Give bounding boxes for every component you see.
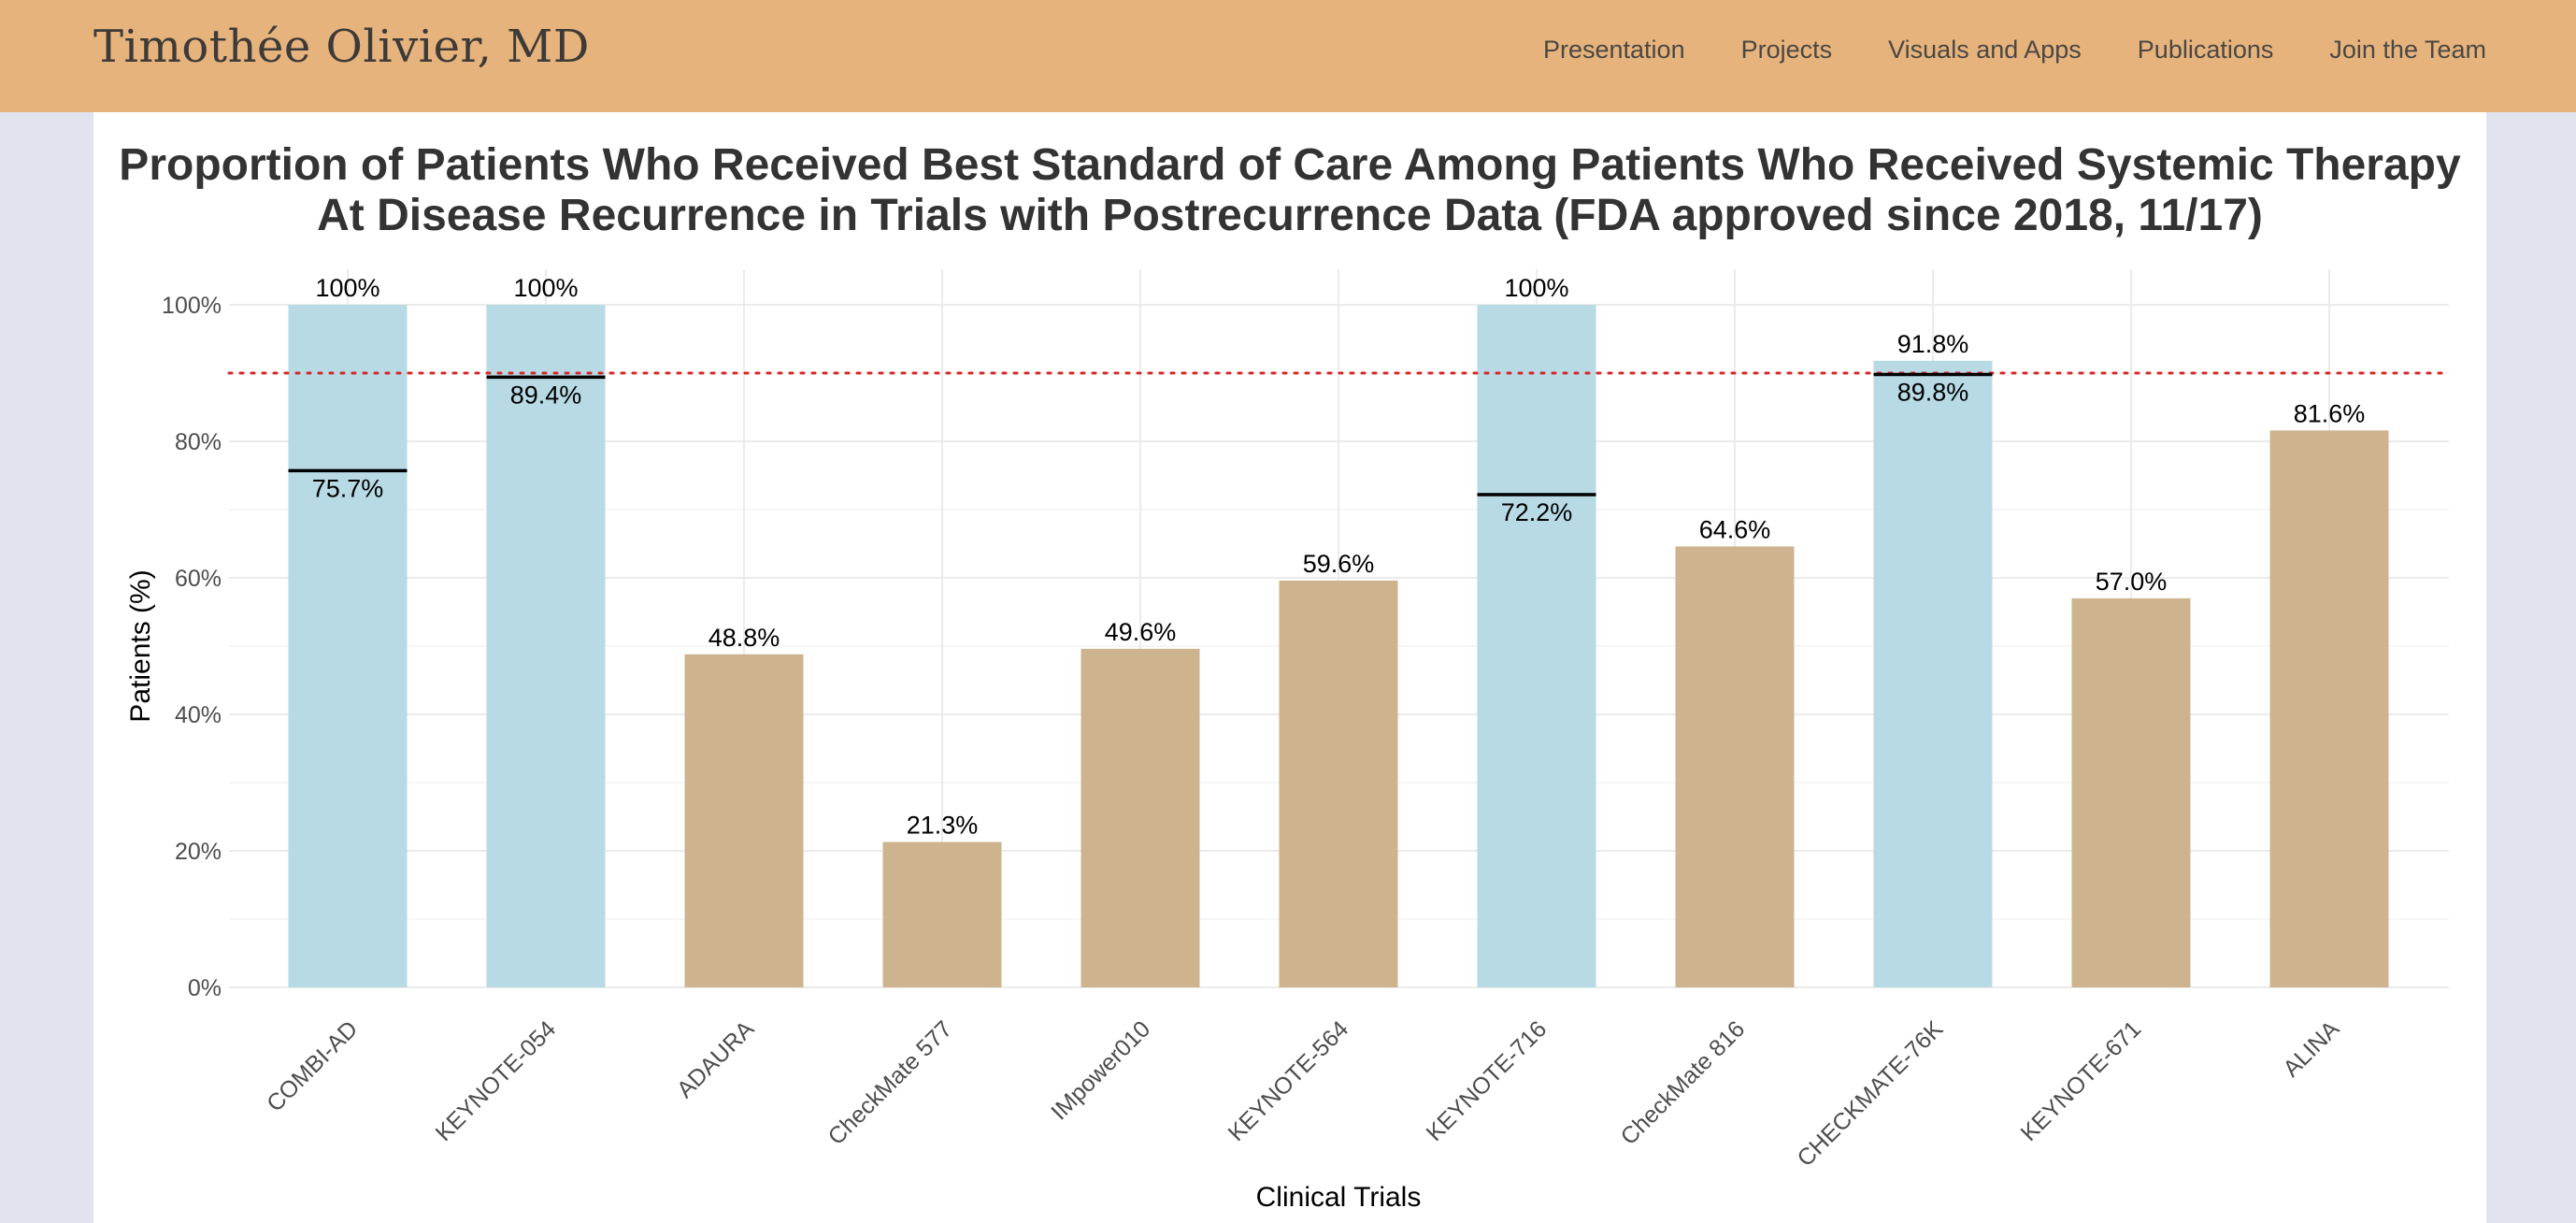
- marker-label: 72.2%: [1501, 498, 1573, 526]
- bar-checkmate-816: [1675, 546, 1795, 987]
- site-brand[interactable]: Timothée Olivier, MD: [93, 21, 590, 73]
- bar-alina: [2269, 430, 2389, 987]
- value-label: 100%: [315, 274, 379, 302]
- chart-title: Proportion of Patients Who Received Best…: [119, 140, 2461, 240]
- y-tick-label: 40%: [175, 702, 222, 728]
- bar-keynote-054: [486, 305, 606, 987]
- main-content: Proportion of Patients Who Received Best…: [93, 112, 2486, 1223]
- y-tick-label: 100%: [162, 293, 222, 319]
- bar-keynote-671: [2071, 597, 2191, 987]
- nav-link-publications[interactable]: Publications: [2137, 36, 2274, 64]
- x-tick-label: KEYNOTE-716: [1422, 1015, 1553, 1146]
- x-tick-label: ALINA: [2278, 1015, 2344, 1082]
- value-label: 91.8%: [1897, 330, 1969, 358]
- value-label: 21.3%: [907, 812, 979, 840]
- value-label: 48.8%: [708, 624, 780, 652]
- x-tick-label: IMpower010: [1046, 1015, 1155, 1125]
- value-label: 49.6%: [1105, 618, 1177, 646]
- value-label: 59.6%: [1303, 550, 1375, 578]
- y-tick-label: 80%: [175, 429, 222, 455]
- x-tick-label: CheckMate 577: [823, 1015, 958, 1150]
- nav-links: Presentation Projects Visuals and Apps P…: [1543, 36, 2486, 65]
- value-label: 81.6%: [2294, 399, 2366, 427]
- bar-keynote-564: [1279, 580, 1398, 987]
- value-label: 64.6%: [1699, 515, 1771, 543]
- x-tick-label: ADAURA: [672, 1015, 760, 1103]
- nav-link-presentation[interactable]: Presentation: [1542, 36, 1685, 64]
- nav-link-visuals-and-apps[interactable]: Visuals and Apps: [1888, 36, 2082, 64]
- x-tick-label: KEYNOTE-564: [1224, 1015, 1354, 1146]
- bar-keynote-716: [1477, 305, 1596, 987]
- bar-adaura: [684, 654, 804, 987]
- bar-checkmate-577: [882, 842, 1002, 987]
- bar-checkmate-76k: [1873, 360, 1993, 987]
- x-axis-title: Clinical Trials: [1256, 1182, 1422, 1213]
- marker-label: 89.8%: [1897, 378, 1969, 406]
- bar-combi-ad: [288, 305, 408, 987]
- x-tick-label: KEYNOTE-054: [431, 1015, 562, 1146]
- y-tick-label: 0%: [188, 975, 222, 1001]
- x-tick-label: COMBI-AD: [262, 1015, 363, 1116]
- nav-link-join-the-team[interactable]: Join the Team: [2329, 36, 2486, 64]
- value-label: 100%: [1504, 274, 1568, 302]
- nav-link-projects[interactable]: Projects: [1740, 36, 1833, 64]
- x-tick-label: CheckMate 816: [1616, 1015, 1751, 1150]
- navbar: Timothée Olivier, MD Presentation Projec…: [0, 0, 2576, 112]
- x-tick-label: CHECKMATE-76K: [1792, 1015, 1948, 1172]
- y-tick-label: 20%: [175, 839, 222, 865]
- value-label: 57.0%: [2096, 568, 2168, 596]
- y-axis-title: Patients (%): [125, 569, 156, 722]
- value-label: 100%: [513, 274, 578, 302]
- y-tick-label: 60%: [175, 566, 222, 592]
- marker-label: 75.7%: [312, 474, 384, 502]
- x-tick-label: KEYNOTE-671: [2016, 1015, 2147, 1146]
- bar-chart: 0% 20% 40% 60% 80% 100% 75.7% 89.4% 72.2% 89.8% 10…: [125, 269, 2451, 1213]
- marker-label: 89.4%: [510, 381, 582, 409]
- bar-impower010: [1080, 648, 1200, 987]
